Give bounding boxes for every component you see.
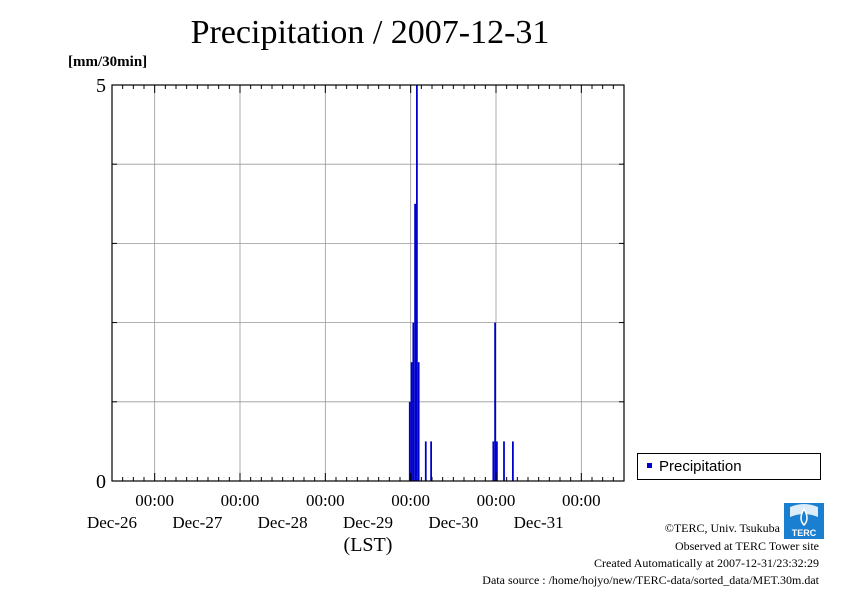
copyright-text: ©TERC, Univ. Tsukuba	[664, 521, 780, 535]
bar-precipitation	[408, 401, 411, 481]
x-tick-time-label: 00:00	[562, 491, 601, 510]
x-tick-date-label: Dec-31	[514, 513, 564, 532]
data-source-text: Data source : /home/hojyo/new/TERC-data/…	[482, 573, 819, 587]
x-tick-time-label: 00:00	[221, 491, 260, 510]
bar-precipitation	[494, 322, 496, 481]
bar-precipitation	[424, 441, 427, 481]
x-tick-date-label: Dec-29	[343, 513, 393, 532]
bar-series-precipitation	[408, 85, 514, 482]
x-tick-time-label: 00:00	[306, 491, 345, 510]
bar-precipitation	[412, 322, 415, 481]
terc-logo: TERC	[784, 503, 824, 539]
y-axis-ticks: 05	[96, 75, 624, 493]
bar-precipitation	[430, 441, 432, 481]
y-axis-unit-label: [mm/30min]	[68, 54, 148, 70]
x-tick-date-label: Dec-28	[258, 513, 308, 532]
bar-precipitation	[416, 85, 418, 481]
x-tick-date-label: Dec-26	[87, 513, 137, 532]
x-axis-ticks: 00:00 Dec-26 00:00 Dec-27 00:00 Dec-28 00:00 De…	[87, 85, 625, 532]
x-tick-date-label: Dec-27	[172, 513, 223, 532]
bar-precipitation	[417, 362, 420, 481]
x-tick-time-label: 00:00	[135, 491, 174, 510]
y-tick-label: 0	[96, 471, 106, 493]
bar-precipitation	[410, 362, 413, 481]
x-tick-time-label: 00:00	[477, 491, 516, 510]
bar-precipitation	[496, 441, 498, 481]
grid-lines	[112, 85, 624, 481]
bar-precipitation	[414, 203, 416, 482]
legend: Precipitation	[637, 453, 821, 480]
legend-label: Precipitation	[659, 458, 742, 475]
x-tick-time-label: 00:00	[391, 491, 430, 510]
created-text: Created Automatically at 2007-12-31/23:3…	[594, 556, 819, 570]
x-tick-date-label: Dec-30	[428, 513, 478, 532]
chart-title: Precipitation / 2007-12-31	[190, 14, 550, 51]
plot-frame	[111, 84, 625, 482]
bar-precipitation	[492, 441, 495, 481]
site-text: Observed at TERC Tower site	[674, 539, 819, 553]
y-tick-label: 5	[96, 75, 106, 97]
bar-precipitation	[503, 441, 505, 481]
bar-precipitation	[512, 441, 514, 481]
x-axis-label: (LST)	[344, 534, 393, 556]
logo-text: TERC	[792, 528, 817, 538]
legend-swatch-precipitation	[647, 462, 652, 468]
